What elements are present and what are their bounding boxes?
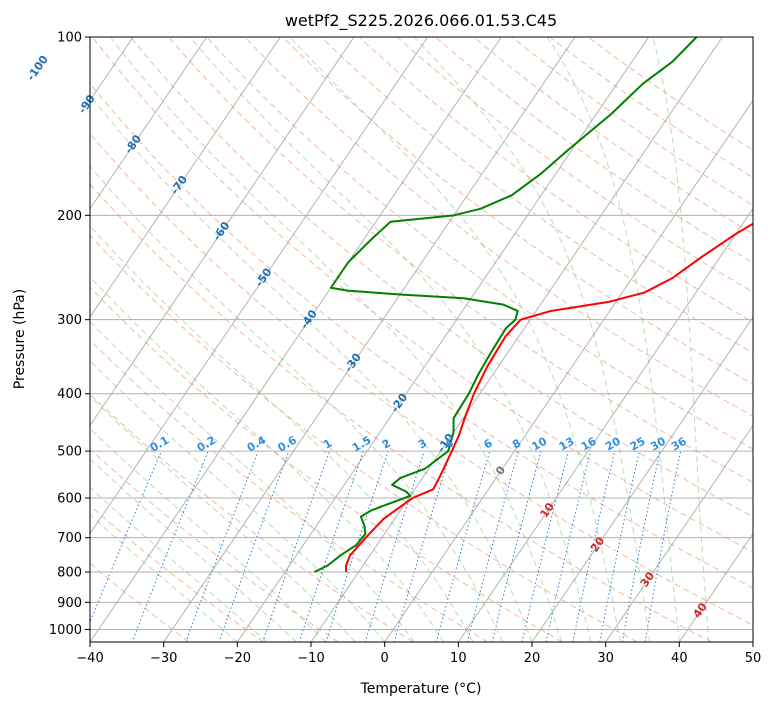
moist-adiabat-line bbox=[90, 486, 268, 642]
pressure-gridlines bbox=[90, 37, 753, 630]
y-tick-label: 800 bbox=[57, 566, 82, 581]
dry-adiabat-line bbox=[130, 37, 753, 518]
mixing-ratio-line bbox=[545, 450, 592, 642]
dry-adiabat-line bbox=[90, 234, 638, 642]
x-tick-label: 10 bbox=[450, 651, 467, 666]
chart-title: wetPf2_S225.2026.066.01.53.C45 bbox=[285, 11, 557, 31]
moist-adiabats bbox=[90, 37, 710, 642]
moist-adiabat-line bbox=[189, 37, 592, 642]
mixing-ratio-line bbox=[521, 450, 569, 642]
isotherm-line bbox=[236, 37, 650, 642]
dry-adiabat-line bbox=[320, 37, 753, 354]
isotherm-line bbox=[531, 316, 753, 642]
y-tick-label: 600 bbox=[57, 492, 82, 507]
y-tick-label: 700 bbox=[57, 531, 82, 546]
mixing-ratio-line bbox=[466, 450, 519, 642]
y-tick-label: 100 bbox=[57, 31, 82, 46]
isotherm-line bbox=[605, 424, 753, 642]
x-tick-label: −30 bbox=[150, 651, 177, 666]
x-tick-label: −40 bbox=[76, 651, 103, 666]
plot-area bbox=[90, 37, 753, 642]
mixing-ratio-line bbox=[491, 450, 542, 642]
moist-adiabat-line bbox=[90, 428, 327, 642]
dry-adiabat-line bbox=[90, 448, 339, 642]
moist-adiabat-line bbox=[413, 37, 651, 642]
mixing-ratio-line bbox=[572, 450, 616, 642]
dry-adiabat-line bbox=[90, 132, 753, 626]
profile-line bbox=[345, 222, 753, 573]
mixing-ratio-line bbox=[621, 450, 661, 642]
isotherm-line bbox=[678, 532, 753, 642]
moist-adiabat-line bbox=[90, 225, 474, 642]
plot-frame bbox=[89, 36, 754, 643]
moist-adiabat-line bbox=[90, 514, 238, 642]
moist-adiabat-line bbox=[652, 37, 710, 642]
dry-adiabat-line bbox=[206, 37, 753, 450]
moist-adiabat-line bbox=[546, 37, 680, 642]
isotherm-line bbox=[90, 37, 502, 642]
dry-adiabat-line bbox=[90, 339, 488, 642]
y-tick-label: 300 bbox=[57, 313, 82, 328]
x-tick-label: 0 bbox=[381, 651, 389, 666]
dry-adiabat-line bbox=[549, 37, 753, 179]
moist-adiabat-line bbox=[109, 37, 562, 642]
isotherm-line bbox=[90, 37, 281, 318]
skewed-isotherms bbox=[90, 37, 753, 642]
mixing-ratio-line bbox=[435, 450, 491, 642]
y-axis-ticks: 100 200 300 400 500 600 700 800 900 1000 bbox=[49, 31, 90, 638]
y-tick-label: 1000 bbox=[49, 623, 82, 638]
isotherm-line bbox=[163, 37, 576, 642]
isotherm-line bbox=[457, 207, 753, 642]
profile-line bbox=[313, 37, 698, 573]
isotherm-line bbox=[90, 37, 208, 210]
dry-adiabat-line bbox=[90, 183, 712, 642]
dry-adiabat-line bbox=[473, 37, 753, 235]
mixing-ratio-line bbox=[131, 450, 209, 642]
dry-adiabat-line bbox=[511, 37, 753, 207]
y-tick-label: 900 bbox=[57, 596, 82, 611]
mixing-ratio-line bbox=[185, 450, 259, 642]
moist-adiabat-line bbox=[90, 276, 445, 642]
dry-adiabat-line bbox=[91, 37, 753, 553]
y-axis-label: Pressure (hPa) bbox=[12, 289, 28, 389]
mixing-ratio-line bbox=[393, 450, 452, 642]
dry-adiabat-line bbox=[282, 37, 753, 385]
x-tick-label: −20 bbox=[224, 651, 251, 666]
x-axis-label: Temperature (°C) bbox=[360, 681, 482, 697]
x-tick-label: −10 bbox=[297, 651, 324, 666]
isotherm-line bbox=[310, 37, 723, 642]
y-tick-label: 200 bbox=[57, 209, 82, 224]
mixing-ratio-line bbox=[364, 450, 425, 642]
mixing-ratio-line bbox=[599, 450, 640, 642]
moist-adiabat-line bbox=[90, 165, 503, 642]
moist-adiabat-line bbox=[90, 94, 533, 642]
mixing-ratio-lines bbox=[90, 450, 682, 642]
y-tick-label: 400 bbox=[57, 387, 82, 402]
x-tick-label: 50 bbox=[745, 651, 762, 666]
mixing-ratio-line bbox=[90, 450, 162, 624]
moist-adiabat-line bbox=[90, 395, 356, 642]
moist-adiabat-line bbox=[289, 37, 621, 642]
dry-adiabat-line bbox=[435, 37, 753, 264]
isotherm-line bbox=[90, 37, 429, 535]
dry-adiabat-line bbox=[90, 286, 563, 642]
x-axis-ticks: −40 −30 −20 −10 0 10 20 30 40 50 bbox=[76, 642, 761, 666]
isotherm-line bbox=[384, 99, 753, 642]
dry-adiabat-line bbox=[587, 37, 753, 151]
dry-adiabat-line bbox=[244, 37, 753, 417]
x-tick-label: 40 bbox=[671, 651, 688, 666]
sounding-profiles bbox=[313, 37, 753, 573]
y-tick-label: 500 bbox=[57, 445, 82, 460]
isotherm-line bbox=[90, 37, 355, 427]
x-tick-label: 20 bbox=[524, 651, 541, 666]
x-tick-label: 30 bbox=[597, 651, 614, 666]
moist-adiabat-line bbox=[90, 458, 297, 642]
